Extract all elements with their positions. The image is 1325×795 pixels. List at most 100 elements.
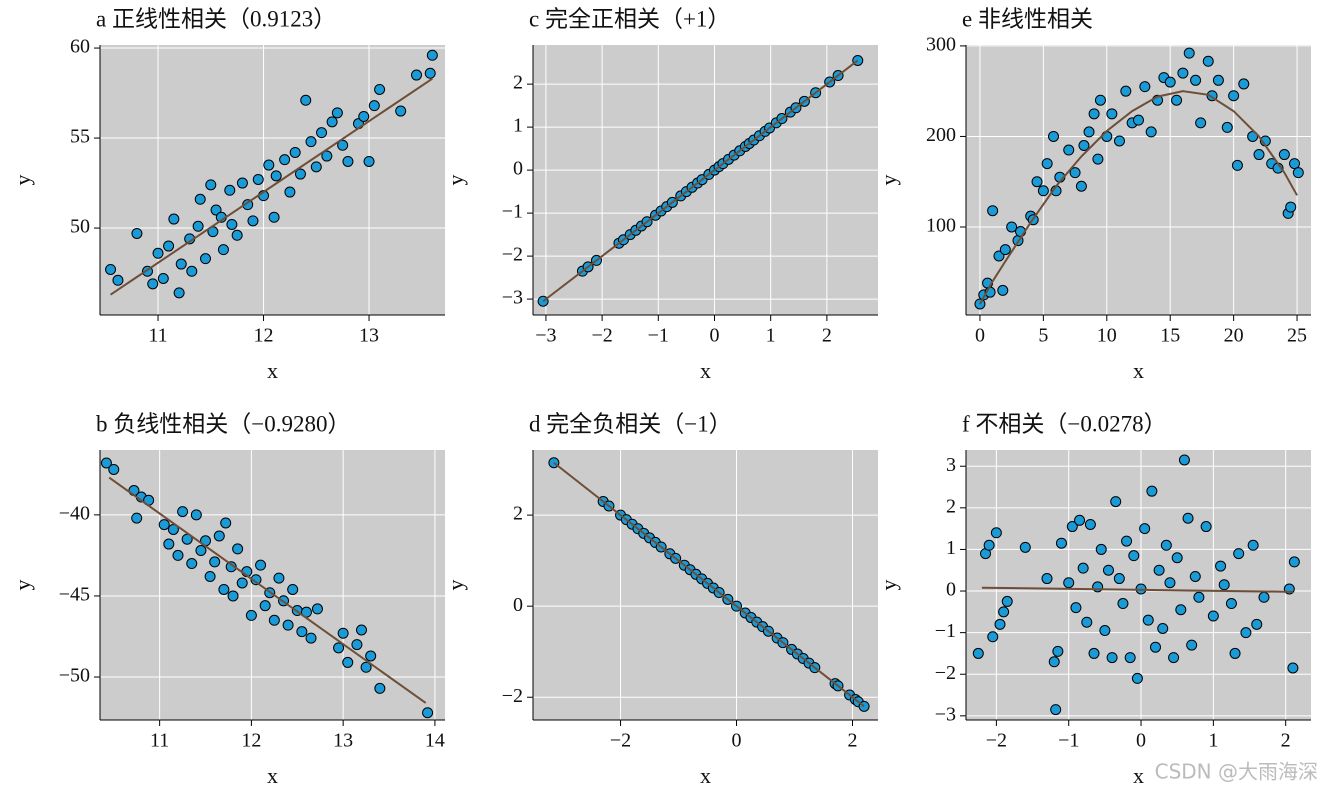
point	[1164, 577, 1176, 589]
point	[1084, 518, 1096, 530]
point	[1253, 149, 1265, 161]
fit-line	[981, 586, 1293, 593]
point	[205, 179, 217, 191]
point	[1175, 604, 1187, 616]
fit-line	[109, 77, 433, 296]
chart-title: f 不相关（−0.0278）	[962, 411, 1167, 436]
point	[186, 265, 198, 277]
point	[1052, 645, 1064, 657]
point	[273, 572, 285, 584]
x-tick-label: 14	[425, 730, 445, 752]
point	[1160, 539, 1172, 551]
y-tick-label: −1	[935, 620, 956, 642]
point	[1287, 662, 1299, 674]
y-tick-label: 50	[70, 216, 90, 238]
point	[1048, 130, 1060, 142]
y-tick-label: −2	[502, 685, 523, 707]
fit-line	[979, 90, 1298, 305]
point	[177, 506, 189, 518]
point	[1190, 74, 1202, 86]
point	[337, 627, 349, 639]
point	[997, 284, 1009, 296]
point	[374, 682, 386, 694]
point	[1215, 560, 1227, 572]
fit-line	[108, 476, 427, 704]
point	[1131, 672, 1143, 684]
point	[268, 614, 280, 626]
point	[990, 527, 1002, 539]
y-tick-label: 3	[946, 454, 956, 476]
point	[232, 543, 244, 555]
point	[1066, 521, 1078, 533]
point	[1278, 149, 1290, 161]
point	[1145, 126, 1157, 138]
point	[1120, 85, 1132, 97]
point	[1218, 579, 1230, 591]
point	[998, 606, 1010, 618]
y-tick-label: −1	[502, 201, 523, 223]
y-axis-label: y	[876, 175, 901, 186]
fit-line	[542, 59, 859, 303]
point	[1178, 454, 1190, 466]
y-tick-label: 1	[946, 537, 956, 559]
y-tick-label: 0	[513, 158, 523, 180]
chart-title: e 非线性相关	[962, 6, 1093, 31]
point	[305, 136, 317, 148]
x-axis-label: x	[700, 358, 711, 383]
point	[331, 107, 343, 119]
point	[999, 244, 1011, 256]
point	[1101, 130, 1113, 142]
y-tick-label: 2	[513, 72, 523, 94]
point	[1106, 652, 1118, 664]
point	[1083, 126, 1095, 138]
point	[1288, 556, 1300, 568]
x-tick-label: −1	[1058, 730, 1079, 752]
point	[1117, 598, 1129, 610]
x-tick-label: −2	[610, 730, 631, 752]
point	[356, 624, 368, 636]
point	[326, 116, 338, 128]
point	[242, 199, 254, 211]
point	[316, 127, 328, 139]
point	[108, 463, 120, 475]
point	[310, 161, 322, 173]
y-axis-label: y	[10, 580, 35, 591]
point	[1050, 704, 1062, 716]
point	[1019, 541, 1031, 553]
point	[1171, 94, 1183, 106]
point	[152, 247, 164, 259]
point	[1231, 159, 1243, 171]
plot-background	[100, 45, 445, 315]
point	[1106, 108, 1118, 120]
point	[1240, 627, 1252, 639]
point	[220, 517, 232, 529]
x-tick-label: 10	[1097, 325, 1117, 347]
point	[284, 186, 296, 198]
point	[1102, 564, 1114, 576]
x-tick-label: 5	[1038, 325, 1048, 347]
x-tick-label: 12	[254, 325, 274, 347]
point	[287, 583, 299, 595]
x-axis-label: x	[1133, 763, 1144, 788]
x-tick-label: 11	[148, 325, 167, 347]
x-tick-label: 0	[732, 730, 742, 752]
point	[300, 94, 312, 106]
point	[1289, 158, 1301, 170]
point	[1092, 153, 1104, 165]
y-tick-label: 300	[926, 33, 956, 55]
x-axis-label: x	[700, 763, 711, 788]
x-tick-label: −3	[535, 325, 556, 347]
y-tick-label: 60	[70, 36, 90, 58]
point	[1182, 512, 1194, 524]
point	[1070, 602, 1082, 614]
point	[1063, 144, 1075, 156]
point	[1228, 90, 1240, 102]
point	[1133, 114, 1144, 126]
point	[311, 603, 323, 615]
point	[173, 287, 185, 299]
point	[227, 590, 239, 602]
point	[218, 583, 230, 595]
point	[282, 619, 294, 631]
x-tick-label: 11	[150, 730, 169, 752]
